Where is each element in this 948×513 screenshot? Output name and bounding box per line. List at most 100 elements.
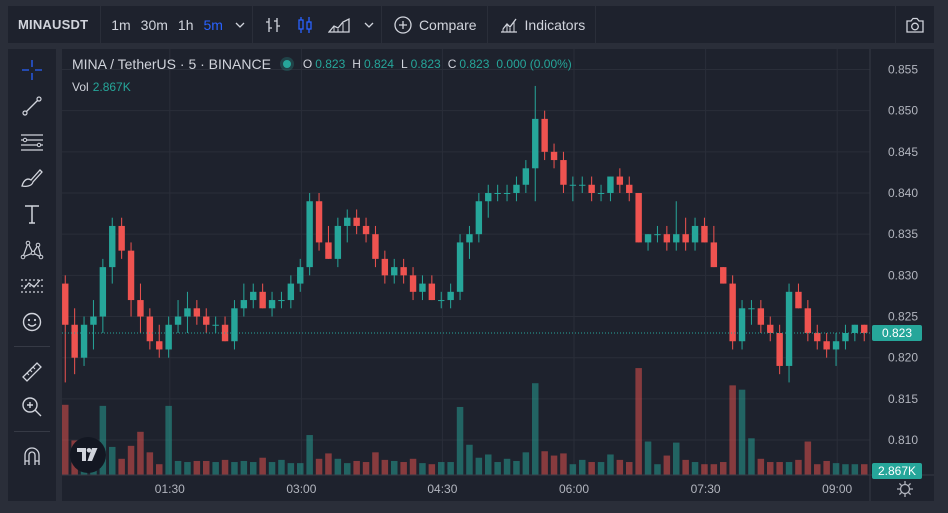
candle	[475, 193, 483, 243]
bars-chart-icon[interactable]	[257, 16, 289, 34]
candle	[278, 291, 285, 309]
candle	[597, 184, 605, 202]
timeframe-1m[interactable]: 1m	[111, 16, 131, 33]
candle	[80, 316, 88, 366]
timeframe-5m[interactable]: 5m	[203, 16, 223, 33]
candle-body	[231, 308, 238, 342]
volume-bar	[278, 459, 285, 475]
series-title[interactable]: MINA / TetherUS · 5 · BINANCE	[72, 56, 271, 72]
candle-body	[532, 118, 539, 169]
candle-body	[137, 300, 144, 317]
candle-body	[579, 184, 586, 186]
volume-label[interactable]: Vol	[72, 80, 89, 94]
horizontal-lines-icon[interactable]	[20, 130, 44, 154]
candle-body	[278, 300, 285, 302]
candle	[259, 283, 266, 309]
indicators-button[interactable]: Indicators	[488, 6, 596, 43]
candle	[90, 300, 97, 350]
time-axis[interactable]: 01:30 03:00 04:30 06:00 07:30 09:00	[155, 482, 853, 496]
crosshair-icon[interactable]	[20, 58, 44, 82]
price-tick-label: 0.835	[888, 227, 918, 241]
last-price-markers: 0.823 2.867K	[62, 325, 922, 479]
tradingview-logo[interactable]	[70, 437, 106, 473]
candle-body	[607, 176, 614, 193]
ruler-icon[interactable]	[20, 360, 44, 384]
volume-bar	[127, 445, 135, 475]
timeframe-30m[interactable]: 30m	[140, 16, 168, 33]
candle	[485, 184, 492, 218]
candle	[494, 184, 501, 202]
candle-body	[738, 308, 746, 342]
candle-body	[184, 308, 191, 317]
volume-bar	[362, 462, 370, 475]
candle	[193, 300, 201, 325]
candle-body	[541, 118, 548, 152]
trend-line-icon[interactable]	[20, 94, 44, 118]
area-chart-icon[interactable]	[321, 17, 357, 33]
volume-bar	[419, 463, 426, 475]
brush-icon[interactable]	[20, 166, 44, 190]
volume-bars	[62, 368, 868, 475]
forecast-icon[interactable]	[20, 274, 44, 298]
drawing-toolbar	[8, 49, 56, 501]
candle	[738, 300, 746, 350]
volume-bar	[804, 441, 812, 475]
last-price-label: 0.823	[882, 326, 912, 340]
candle-body	[823, 341, 830, 350]
candle-body	[372, 234, 379, 259]
sidebar-divider	[14, 346, 50, 347]
candle-body	[804, 308, 812, 333]
candle-body	[748, 308, 755, 310]
candle-body	[127, 250, 135, 301]
volume-bar	[466, 444, 473, 475]
chart-container[interactable]: 0.855 0.850 0.845 0.840 0.835 0.830 0.825 0.820…	[62, 49, 934, 501]
chevron-down-icon[interactable]	[228, 22, 252, 28]
candle	[109, 217, 116, 284]
chevron-down-icon[interactable]	[357, 22, 381, 28]
price-axis[interactable]: 0.855 0.850 0.845 0.840 0.835 0.830 0.825 0.820…	[888, 62, 918, 447]
symbol-search[interactable]: MINAUSDT	[18, 17, 89, 32]
candle	[832, 333, 840, 366]
last-price-label-box	[872, 325, 922, 341]
text-icon[interactable]	[20, 202, 44, 226]
magnet-icon[interactable]	[20, 444, 44, 468]
change-value: 0.000 (0.00%)	[496, 57, 572, 71]
volume-bar	[738, 389, 746, 475]
volume-bar	[842, 464, 849, 475]
volume-bar	[485, 454, 492, 475]
candles-chart-icon[interactable]	[289, 16, 321, 34]
candle-body	[776, 333, 783, 366]
candle-body	[729, 283, 736, 342]
candle-body	[757, 308, 765, 325]
candle-body	[456, 242, 464, 292]
candle	[250, 283, 257, 309]
zoom-in-icon[interactable]	[20, 395, 44, 419]
volume-bar	[795, 459, 802, 475]
candle	[184, 291, 191, 333]
compare-button[interactable]: Compare	[382, 6, 487, 43]
candle	[569, 176, 577, 202]
volume-bar	[767, 462, 774, 475]
candle-body	[438, 300, 445, 302]
candle	[729, 275, 736, 350]
candle	[861, 324, 868, 342]
settings-gear-icon[interactable]	[897, 481, 913, 497]
candle	[62, 275, 69, 383]
emoji-icon[interactable]	[20, 310, 44, 334]
candle	[503, 184, 511, 202]
candle-body	[99, 267, 107, 317]
volume-value: 2.867K	[92, 80, 131, 94]
price-chart[interactable]: 0.855 0.850 0.845 0.840 0.835 0.830 0.825 0.820…	[62, 49, 934, 501]
camera-icon[interactable]	[896, 6, 934, 43]
timeframe-1h[interactable]: 1h	[177, 16, 194, 33]
pattern-icon[interactable]	[20, 238, 44, 262]
volume-bar	[268, 462, 276, 475]
candle-body	[635, 193, 642, 243]
volume-bar	[569, 464, 577, 475]
candle	[785, 283, 793, 383]
candle-body	[626, 184, 633, 193]
candle	[663, 225, 671, 251]
volume-legend: Vol 2.867K	[72, 80, 131, 94]
candle-body	[297, 267, 304, 284]
candle-body	[306, 201, 313, 268]
